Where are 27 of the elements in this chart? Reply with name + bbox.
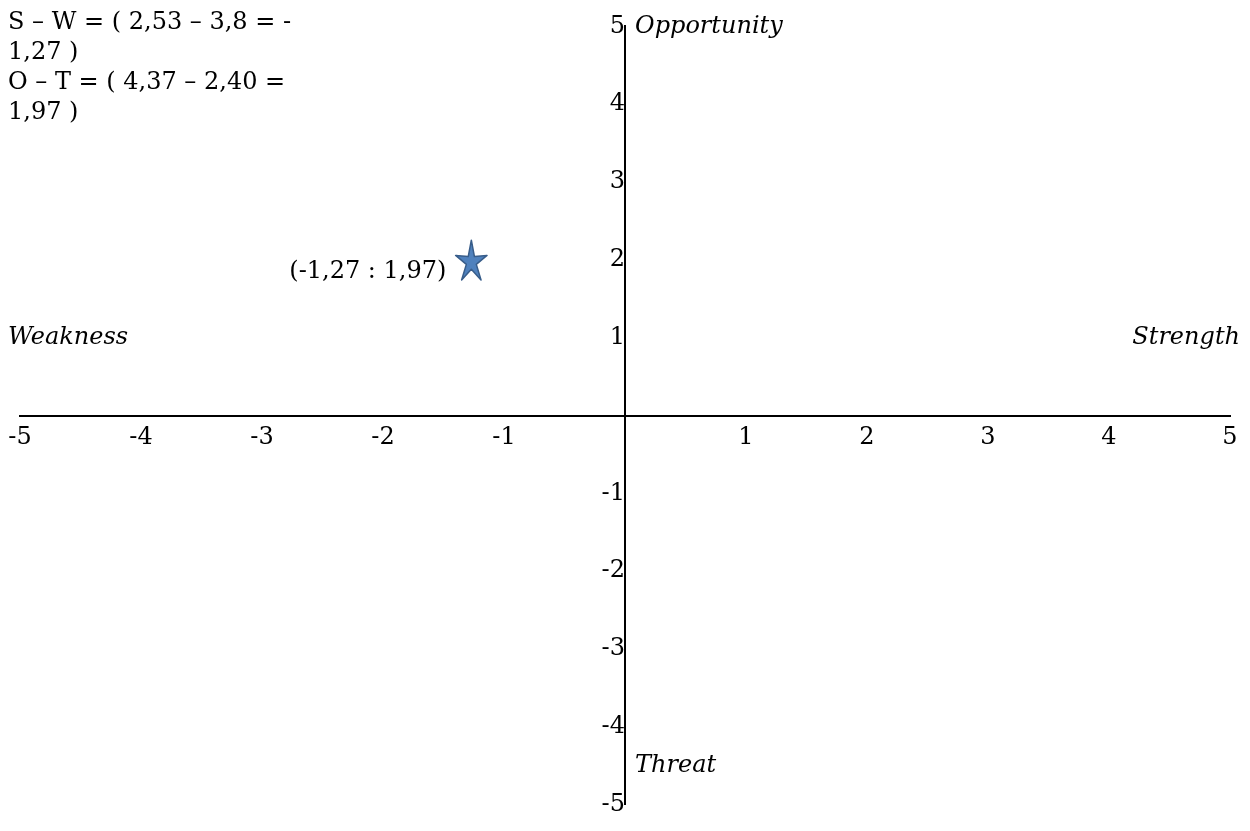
x-tick-label: 5 [1222,422,1238,451]
x-tick-label: 2 [859,422,875,451]
annotation: O – T = ( 4,37 – 2,40 = 1,97 ) [8,66,287,126]
x-tick-label: 3 [980,422,996,451]
x-tick-label: -4 [129,422,153,451]
x-tick-label: -2 [371,422,395,451]
y-tick-label: -3 [601,633,625,662]
annotation: Weakness [8,321,129,350]
annotation: S – W = ( 2,53 – 3,8 = - 1,27 ) [8,6,293,66]
y-tick-label: -2 [601,555,625,584]
y-tick-label: 3 [609,166,625,195]
annotation: (-1,27 : 1,97) [289,256,447,285]
y-tick-label: 5 [609,10,625,39]
x-tick-label: -1 [492,422,516,451]
y-tick-label: 1 [609,321,625,350]
annotation: Strength [1132,321,1240,350]
y-tick-label: 2 [609,244,625,273]
annotation: Threat [635,749,717,778]
x-tick-label: -3 [250,422,274,451]
x-tick-label: -5 [8,422,32,451]
x-tick-label: 1 [738,422,754,451]
y-tick-label: -1 [601,477,625,506]
y-tick-label: 4 [609,88,625,117]
y-tick-label: -5 [601,788,625,817]
annotation: Opportunity [635,10,784,39]
y-tick-label: -4 [601,711,625,740]
x-tick-label: 4 [1101,422,1117,451]
